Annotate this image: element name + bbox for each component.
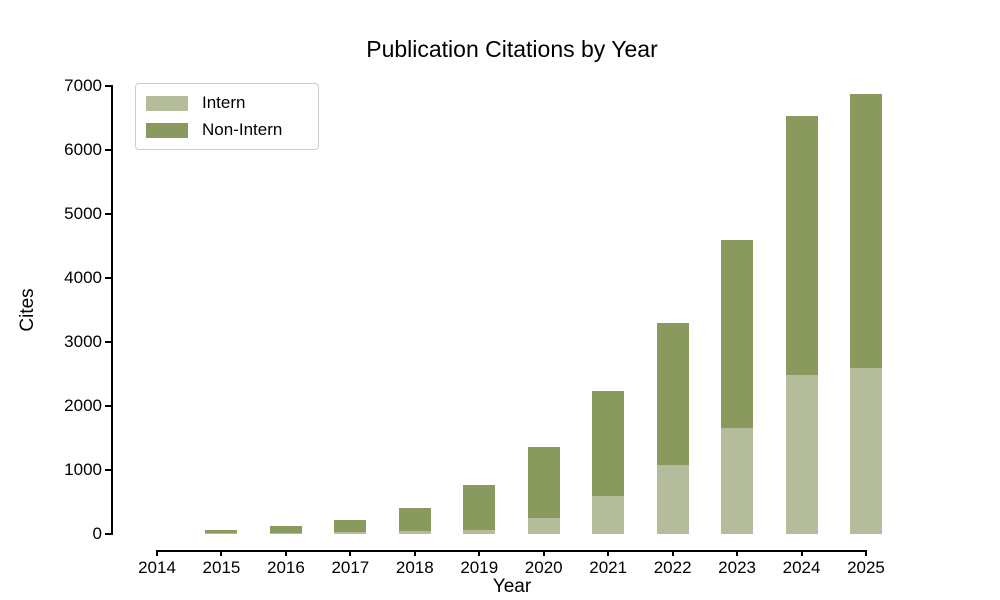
bar-non-intern-2016 — [269, 525, 302, 533]
y-tick — [105, 341, 112, 343]
bar-non-intern-2022 — [656, 322, 689, 465]
bar-non-intern-2020 — [527, 446, 560, 518]
x-tick — [220, 550, 223, 556]
legend-label-intern: Intern — [202, 93, 246, 112]
x-tick-label: 2024 — [782, 558, 821, 577]
bar-intern-2015 — [205, 533, 238, 534]
y-axis-label: Cites — [17, 288, 38, 332]
x-tick-label: 2021 — [589, 558, 628, 577]
bar-non-intern-2015 — [205, 529, 238, 534]
bar-intern-2019 — [463, 529, 496, 534]
y-tick-label: 6000 — [64, 140, 102, 159]
y-tick — [105, 533, 112, 535]
x-tick-label: 2016 — [266, 558, 305, 577]
x-tick-label: 2022 — [653, 558, 692, 577]
y-tick-label: 5000 — [64, 204, 102, 223]
y-tick-label: 0 — [92, 524, 102, 543]
x-axis-label: Year — [492, 576, 532, 597]
x-tick — [413, 550, 416, 556]
x-tick-label: 2023 — [718, 558, 756, 577]
bar-non-intern-2019 — [463, 484, 496, 530]
y-tick — [105, 149, 112, 151]
y-tick — [105, 405, 112, 407]
x-tick — [671, 550, 674, 556]
y-tick-label: 3000 — [64, 332, 102, 351]
bar-non-intern-2017 — [334, 519, 367, 533]
bar-intern-2025 — [849, 367, 882, 534]
non-intern-color-swatch — [146, 122, 188, 138]
x-tick-label: 2018 — [395, 558, 434, 577]
x-tick — [349, 550, 352, 556]
x-tick-label: 2017 — [331, 558, 370, 577]
x-tick — [156, 550, 158, 556]
bar-intern-2016 — [269, 532, 302, 534]
bar-intern-2022 — [656, 464, 689, 534]
bar-intern-2023 — [721, 428, 754, 534]
chart-title: Publication Citations by Year — [366, 36, 658, 62]
bar-non-intern-2021 — [592, 391, 625, 496]
bar-non-intern-2025 — [849, 93, 882, 368]
x-tick-label: 2014 — [138, 558, 176, 577]
y-tick-label: 7000 — [64, 76, 102, 95]
x-tick — [478, 550, 481, 556]
x-tick — [800, 550, 803, 556]
bar-non-intern-2023 — [721, 239, 754, 429]
legend-label-non-intern: Non-Intern — [202, 120, 283, 139]
x-axis-spine — [156, 550, 867, 552]
legend-item-intern: Intern — [146, 93, 306, 113]
x-tick — [607, 550, 610, 556]
y-tick-label: 1000 — [64, 460, 102, 479]
y-tick-label: 2000 — [64, 396, 102, 415]
x-tick-label: 2015 — [202, 558, 241, 577]
y-tick-label: 4000 — [64, 268, 102, 287]
x-tick — [864, 550, 867, 556]
y-tick — [105, 277, 112, 279]
bar-non-intern-2024 — [785, 116, 818, 376]
bar-intern-2017 — [334, 532, 367, 534]
y-tick — [105, 469, 112, 471]
y-axis-spine — [111, 85, 113, 535]
x-tick — [542, 550, 545, 556]
x-tick-label: 2020 — [524, 558, 563, 577]
bar-non-intern-2018 — [398, 507, 431, 531]
bar-intern-2021 — [592, 495, 625, 534]
x-tick-label: 2019 — [460, 558, 499, 577]
x-tick — [736, 550, 739, 556]
x-tick-label: 2025 — [847, 558, 885, 577]
intern-color-swatch — [146, 95, 188, 111]
bar-intern-2020 — [527, 518, 560, 534]
bar-intern-2018 — [398, 530, 431, 534]
bar-intern-2024 — [785, 375, 818, 534]
legend-item-non-intern: Non-Intern — [146, 120, 306, 140]
legend: Intern Non-Intern — [135, 83, 319, 150]
x-tick — [284, 550, 287, 556]
y-tick — [105, 85, 112, 87]
y-tick — [105, 213, 112, 215]
